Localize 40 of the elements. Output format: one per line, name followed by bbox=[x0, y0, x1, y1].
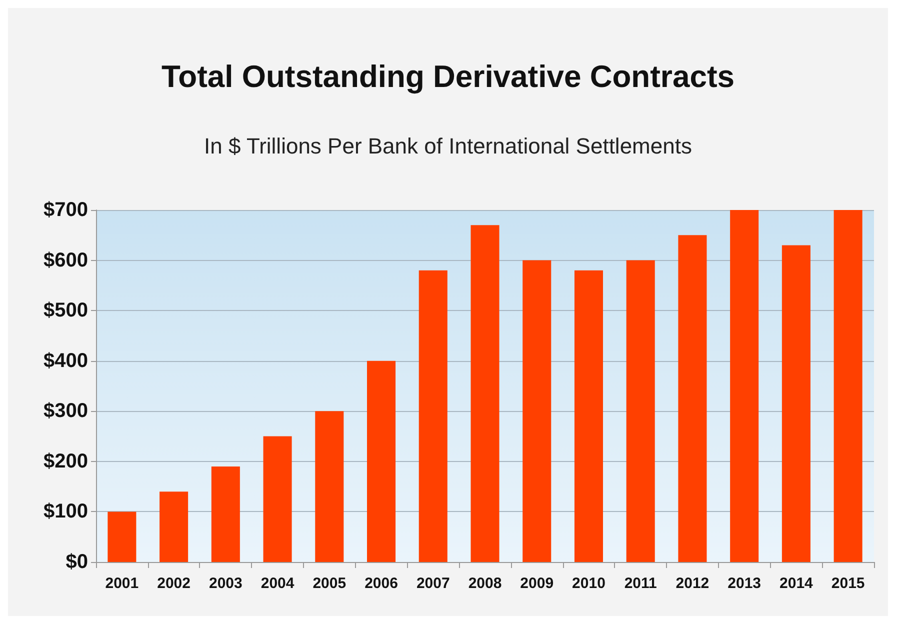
x-tick-label: 2006 bbox=[364, 575, 398, 592]
bar bbox=[574, 270, 603, 562]
bar bbox=[834, 210, 862, 562]
x-tick-label: 2012 bbox=[676, 575, 710, 592]
bar bbox=[522, 260, 552, 562]
bar bbox=[418, 270, 448, 562]
y-tick-label: $200 bbox=[44, 450, 88, 472]
x-tick-label: 2003 bbox=[208, 575, 242, 592]
bar bbox=[678, 235, 707, 562]
x-tick-label: 2014 bbox=[780, 575, 814, 592]
x-tick-label: 2011 bbox=[624, 575, 657, 592]
bar bbox=[263, 436, 292, 562]
x-tick-label: 2010 bbox=[572, 575, 606, 592]
y-tick-label: $400 bbox=[44, 350, 88, 372]
bar bbox=[211, 466, 240, 562]
bar bbox=[782, 245, 810, 562]
x-tick-label: 2004 bbox=[260, 575, 295, 592]
y-tick-label: $700 bbox=[44, 199, 88, 221]
x-tick-label: 2001 bbox=[105, 575, 139, 592]
x-tick-label: 2008 bbox=[468, 575, 502, 592]
x-tick-label: 2002 bbox=[157, 575, 190, 592]
y-tick-label: $300 bbox=[44, 400, 88, 422]
x-tick-label: 2009 bbox=[520, 575, 554, 592]
bar bbox=[367, 360, 396, 562]
x-tick-label: 2007 bbox=[416, 575, 450, 592]
bar bbox=[626, 260, 655, 562]
x-tick-label: 2013 bbox=[728, 575, 762, 592]
bar bbox=[730, 210, 759, 562]
y-tick-label: $100 bbox=[44, 500, 88, 523]
bar bbox=[315, 411, 344, 562]
bar bbox=[108, 512, 136, 562]
x-tick-label: 2005 bbox=[312, 575, 346, 592]
chart-title: Total Outstanding Derivative Contracts bbox=[161, 59, 735, 94]
y-tick-label: $600 bbox=[44, 249, 88, 272]
bar bbox=[160, 492, 188, 562]
y-tick-label: $0 bbox=[66, 551, 88, 573]
bar bbox=[470, 225, 500, 562]
x-tick-label: 2015 bbox=[831, 575, 865, 592]
chart-subtitle: In $ Trillions Per Bank of International Settlements bbox=[204, 134, 692, 158]
y-tick-label: $500 bbox=[44, 300, 88, 322]
